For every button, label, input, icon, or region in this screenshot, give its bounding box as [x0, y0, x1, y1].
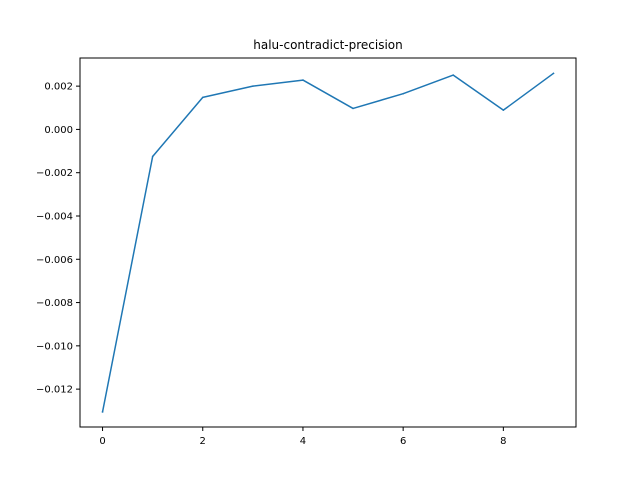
y-tick-label: 0.002 [44, 82, 73, 93]
data-point [402, 92, 404, 95]
series-layer [101, 72, 555, 413]
y-axis: 0.002 0.000 −0.002 −0.004 −0.006 −0.008 −0.010… [36, 82, 80, 396]
data-point [352, 107, 354, 110]
data-point [502, 109, 505, 111]
data-point [452, 74, 455, 76]
plot-frame [79, 57, 577, 428]
x-tick-label: 2 [200, 436, 206, 447]
series-line [101, 72, 555, 413]
data-point [151, 155, 154, 158]
y-tick-label: −0.002 [36, 168, 73, 179]
data-point [252, 85, 254, 87]
y-tick-label: −0.006 [36, 255, 73, 266]
data-point [302, 79, 304, 81]
x-tick-label: 8 [500, 436, 506, 447]
x-tick-label: 6 [400, 436, 406, 447]
x-tick-label: 0 [99, 436, 105, 447]
data-point [552, 72, 555, 75]
x-axis: 0 2 4 6 8 [99, 427, 507, 447]
y-tick-label: −0.008 [36, 298, 73, 309]
y-tick-label: −0.010 [36, 341, 73, 352]
data-point [201, 96, 204, 99]
x-tick-label: 4 [300, 436, 306, 447]
data-point [101, 411, 104, 413]
chart-title: halu-contradict-precision [253, 38, 402, 52]
y-tick-label: −0.012 [36, 385, 73, 396]
y-tick-label: 0.000 [44, 125, 73, 136]
y-tick-label: −0.004 [36, 211, 73, 222]
